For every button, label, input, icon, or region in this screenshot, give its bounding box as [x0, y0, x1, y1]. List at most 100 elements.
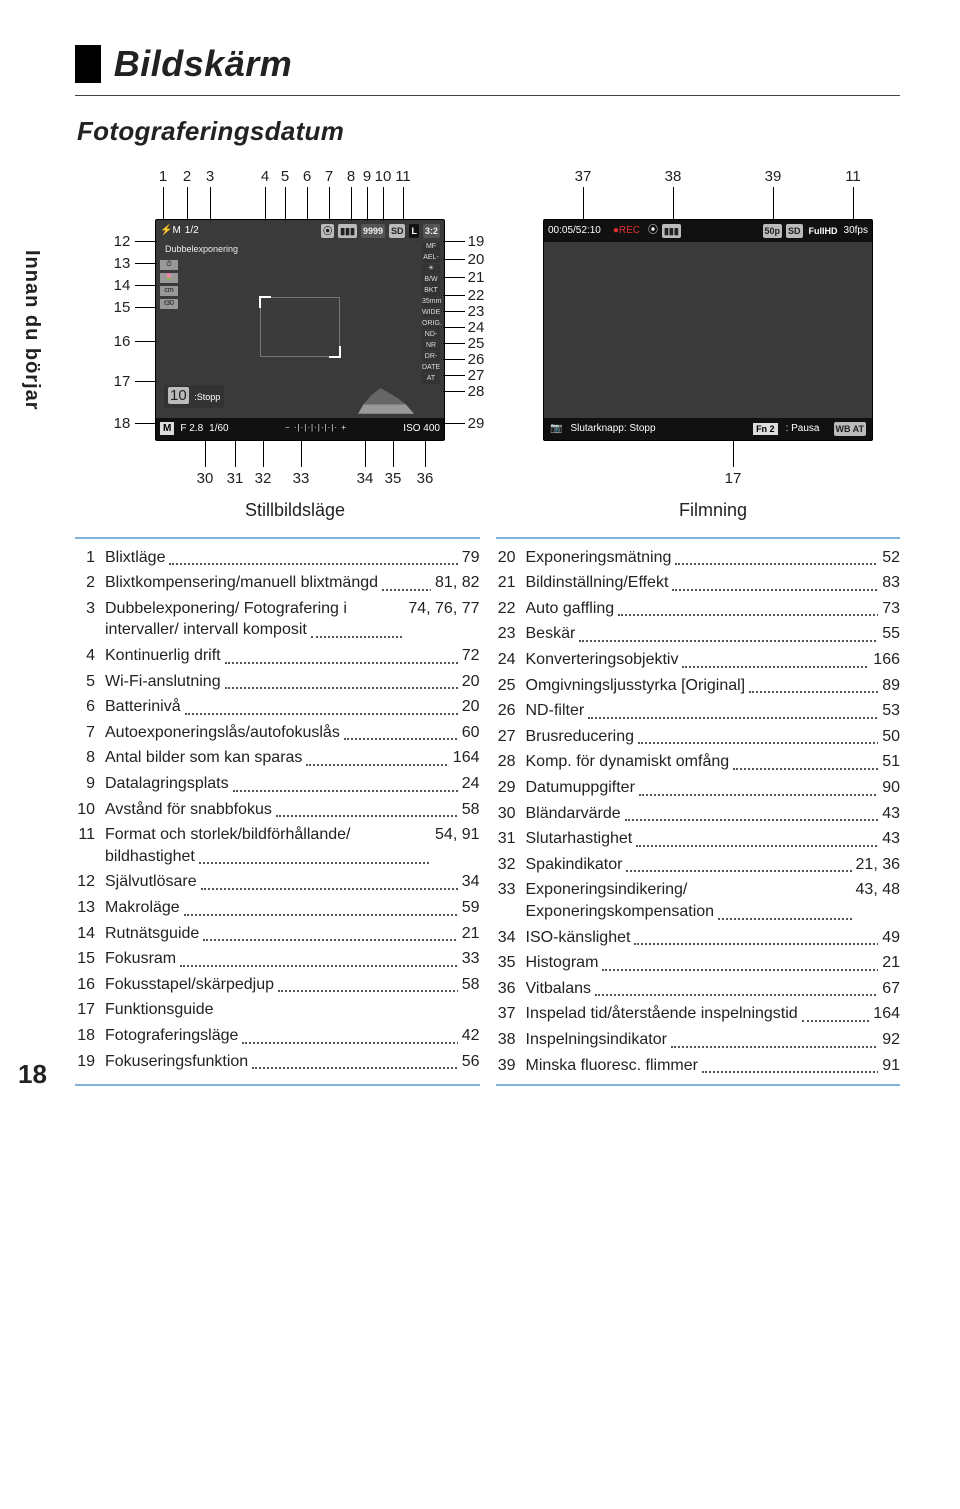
- legend-number: 31: [496, 828, 526, 850]
- legend-text: Blixtkompensering/manuell blixtmängd: [105, 572, 431, 594]
- legend-number: 5: [75, 671, 105, 693]
- legend-text: Konverteringsobjektiv: [526, 649, 870, 671]
- size-badge: L: [409, 224, 419, 238]
- callout-tick: [235, 439, 236, 467]
- legend-page: 42: [458, 1025, 480, 1047]
- legend-row: 5Wi-Fi-anslutning20: [75, 669, 480, 695]
- lcd-right-icon: BKT: [422, 286, 440, 296]
- legend-number: 18: [75, 1025, 105, 1047]
- callout-number: 5: [274, 167, 296, 187]
- page-number: 18: [18, 1057, 47, 1092]
- callout-number: 30: [194, 469, 216, 489]
- focus-frame-icon: [260, 297, 340, 357]
- legend-page: 54, 91: [431, 824, 479, 846]
- legend-page: 20: [458, 696, 480, 718]
- callout-tick: [443, 343, 465, 344]
- legend-row: 15Fokusram33: [75, 946, 480, 972]
- callout-tick: [301, 439, 302, 467]
- callout-tick: [733, 439, 734, 467]
- callout-tick: [351, 187, 352, 221]
- still-top-row: ⚡M 1/2 ⦿ ▮▮▮ 9999 SD L 3:2: [156, 220, 444, 242]
- legend-number: 16: [75, 974, 105, 996]
- legend-number: 10: [75, 799, 105, 821]
- callout-number: 32: [252, 469, 274, 489]
- page-title: Bildskärm: [114, 40, 293, 89]
- callout-number: 16: [111, 332, 133, 352]
- legend-page: 89: [878, 675, 900, 697]
- legend-row: 33Exponeringsindikering/ Exponeringskomp…: [496, 877, 901, 924]
- legend-text: Fokuseringsfunktion: [105, 1051, 458, 1073]
- legend-page: 43, 48: [852, 879, 900, 901]
- legend-text: Wi-Fi-anslutning: [105, 671, 458, 693]
- legend-number: 14: [75, 923, 105, 945]
- callout-number: 6: [296, 167, 318, 187]
- legend-text: Fotograferingsläge: [105, 1025, 458, 1047]
- legend-col-left: 1Blixtläge792Blixtkompensering/manuell b…: [75, 537, 480, 1086]
- legend-number: 4: [75, 645, 105, 667]
- legend-row: 19Fokuseringsfunktion56: [75, 1049, 480, 1075]
- callout-number: 38: [662, 167, 684, 187]
- callout-number: 34: [354, 469, 376, 489]
- legend-text: Funktionsguide: [105, 999, 476, 1021]
- legend-page: 60: [458, 722, 480, 744]
- legend-text: Auto gaffling: [526, 598, 879, 620]
- lcd-right-icon: DR-AT: [422, 352, 440, 362]
- legend-text: Bildinställning/Effekt: [526, 572, 879, 594]
- callout-tick: [773, 187, 774, 221]
- ev-scale: − ·|·|·|·|·|·|· +: [235, 423, 398, 434]
- legend-row: 22Auto gaffling73: [496, 596, 901, 622]
- legend-text: Vitbalans: [526, 978, 879, 1000]
- legend-number: 19: [75, 1051, 105, 1073]
- flash-ratio: 1/2: [185, 224, 199, 238]
- section-heading: Fotograferingsdatum: [77, 114, 900, 149]
- film-rate: 50p: [763, 224, 783, 238]
- shutter-speed: 1/60: [209, 422, 228, 436]
- diagram-row: ⚡M 1/2 ⦿ ▮▮▮ 9999 SD L 3:2 Dubbelexponer…: [75, 163, 900, 523]
- callout-tick: [135, 263, 157, 264]
- legend-page: 74, 76, 77: [404, 598, 479, 620]
- legend-number: 25: [496, 675, 526, 697]
- legend-number: 30: [496, 803, 526, 825]
- legend-row: 30Bländarvärde43: [496, 801, 901, 827]
- lcd-right-icon: ORIG.: [422, 319, 440, 329]
- callout-number: 36: [414, 469, 436, 489]
- legend-row: 38Inspelningsindikator92: [496, 1027, 901, 1053]
- flash-icon: ⚡M: [160, 224, 181, 238]
- legend-text: Datalagringsplats: [105, 773, 458, 795]
- legend-row: 23Beskär55: [496, 621, 901, 647]
- legend-row: 17Funktionsguide: [75, 997, 480, 1023]
- film-fps: 30fps: [844, 224, 868, 238]
- callout-number: 7: [318, 167, 340, 187]
- callout-tick: [425, 439, 426, 467]
- legend-row: 9Datalagringsplats24: [75, 771, 480, 797]
- legend-text: Rutnätsguide: [105, 923, 458, 945]
- callout-tick: [135, 381, 157, 382]
- shutter-stop-text: Slutarknapp: Stopp: [570, 422, 655, 436]
- legend-number: 9: [75, 773, 105, 795]
- lcd-right-icon: NR: [422, 341, 440, 351]
- film-res: FullHD: [807, 224, 840, 238]
- lcd-left-icon: cm: [160, 286, 178, 296]
- callout-number: 31: [224, 469, 246, 489]
- legend-text: Omgivningsljusstyrka [Original]: [526, 675, 879, 697]
- callout-number: 11: [392, 167, 414, 187]
- film-diagram: 00:05/52:10 ●REC ⦿ ▮▮▮ 50p SD FullHD 30f…: [533, 163, 893, 523]
- callout-number: 39: [762, 167, 784, 187]
- legend-text: Exponeringsindikering/ Exponeringskompen…: [526, 879, 852, 922]
- lcd-right-icon: AT: [422, 374, 440, 384]
- legend-row: 21Bildinställning/Effekt83: [496, 570, 901, 596]
- legend-text: Bländarvärde: [526, 803, 879, 825]
- legend-number: 35: [496, 952, 526, 974]
- legend-row: 37Inspelad tid/återstående inspelningsti…: [496, 1001, 901, 1027]
- lcd-right-icon: ☀: [422, 264, 440, 274]
- still-caption: Stillbildsläge: [75, 498, 515, 522]
- legend-row: 27Brusreducering50: [496, 724, 901, 750]
- legend-text: Antal bilder som kan sparas: [105, 747, 449, 769]
- legend-text: Inspelningsindikator: [526, 1029, 879, 1051]
- callout-tick: [443, 259, 465, 260]
- callout-tick: [135, 307, 157, 308]
- callout-number: 11: [842, 167, 864, 187]
- callout-tick: [307, 187, 308, 221]
- legend-text: Brusreducering: [526, 726, 879, 748]
- fn2-badge: Fn 2: [753, 423, 778, 435]
